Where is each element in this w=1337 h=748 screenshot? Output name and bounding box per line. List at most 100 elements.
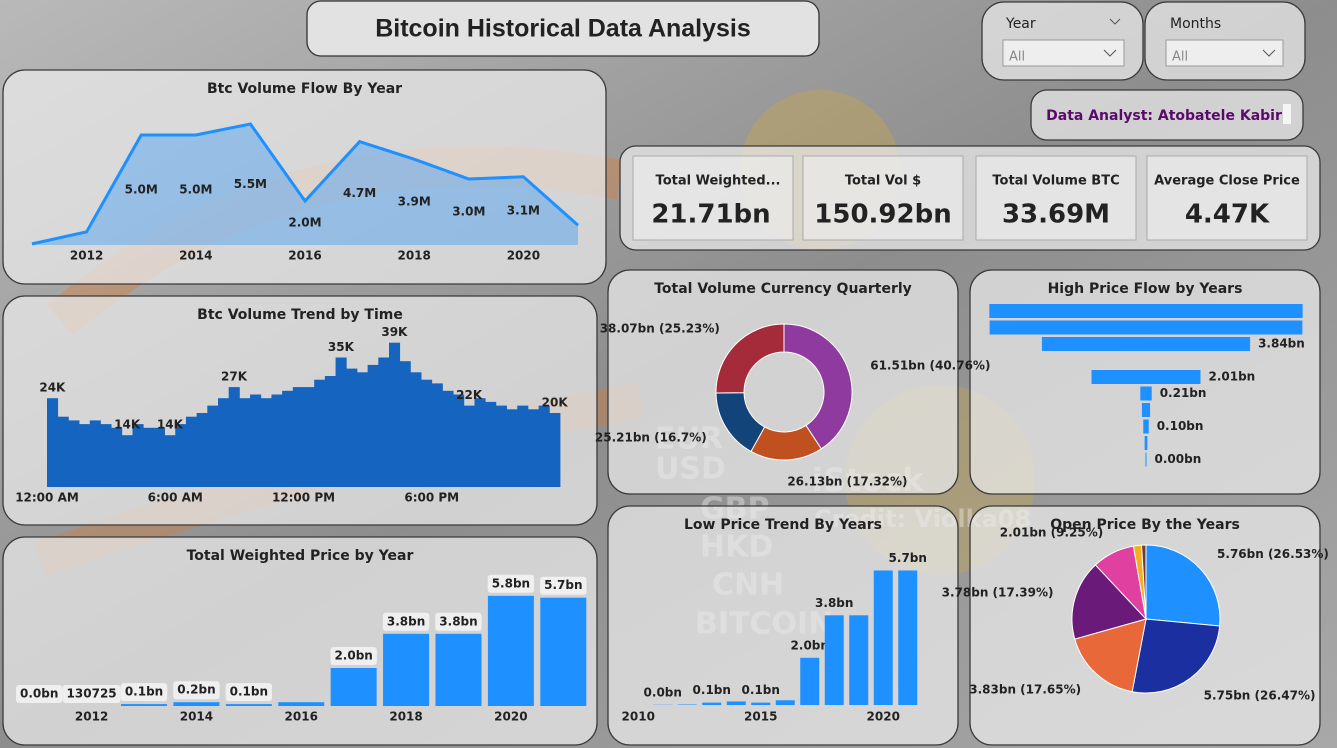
label-box xyxy=(62,684,121,703)
data-label: 2.0bn xyxy=(334,649,372,663)
kpi-card xyxy=(1146,155,1308,241)
data-label: 14K xyxy=(157,418,184,432)
data-label: 5.8bn xyxy=(492,576,530,590)
data-label: 3.8bn xyxy=(439,614,477,628)
bar xyxy=(143,427,155,487)
bar xyxy=(278,702,325,706)
bar xyxy=(1143,419,1149,434)
x-tick-label: 6:00 PM xyxy=(404,491,459,505)
panel xyxy=(2,69,607,285)
chevron xyxy=(1262,49,1276,57)
data-label: 3.8bn xyxy=(387,614,425,628)
data-label: 0.10bn xyxy=(1157,419,1204,433)
bar xyxy=(989,320,1303,335)
area-fill xyxy=(32,124,578,245)
x-tick-label: 2014 xyxy=(179,249,212,263)
bar xyxy=(431,383,443,487)
analyst-box xyxy=(1030,89,1304,141)
bar xyxy=(517,405,529,487)
data-label: 0.0bn xyxy=(20,687,58,701)
bar xyxy=(196,413,208,487)
bar xyxy=(383,633,430,706)
bar xyxy=(410,372,422,487)
label-box xyxy=(435,612,482,631)
dropdown[interactable] xyxy=(1165,39,1284,67)
bar xyxy=(702,702,722,705)
kpi-label: Total Volume BTC xyxy=(992,174,1119,189)
bar xyxy=(824,615,844,705)
bar xyxy=(1145,452,1147,467)
bar xyxy=(314,379,326,487)
x-tick-label: 6:00 AM xyxy=(148,491,203,505)
bar xyxy=(1140,386,1152,401)
bar xyxy=(100,424,112,487)
data-label: 25.21bn (16.7%) xyxy=(595,431,707,445)
chart-title: Btc Volume Flow By Year xyxy=(207,81,402,97)
scroll-handle xyxy=(1283,104,1291,124)
bar xyxy=(399,361,411,487)
bar xyxy=(1141,403,1151,417)
bar xyxy=(538,405,550,487)
data-label: 39K xyxy=(381,325,408,339)
dropdown[interactable] xyxy=(1002,39,1125,67)
x-tick-label: 2014 xyxy=(180,710,213,724)
bar xyxy=(153,427,165,487)
label-box xyxy=(120,683,168,702)
x-tick-label: 12:00 PM xyxy=(272,491,335,505)
slicer-label: Year xyxy=(1005,16,1036,32)
bar xyxy=(527,409,540,487)
bar xyxy=(421,379,433,487)
data-label: 0.2bn xyxy=(177,683,215,697)
bar xyxy=(898,570,918,705)
x-tick-label: 2018 xyxy=(397,249,430,263)
x-tick-label: 2016 xyxy=(288,249,321,263)
data-label: 0.0bn xyxy=(644,685,682,699)
data-label: 5.75bn (26.47%) xyxy=(1204,688,1316,702)
slice xyxy=(715,323,785,394)
bar xyxy=(292,387,304,487)
bar xyxy=(389,342,401,487)
bar xyxy=(207,405,219,487)
x-tick-label: 2012 xyxy=(75,710,108,724)
chart-title: High Price Flow by Years xyxy=(1048,281,1243,297)
slice xyxy=(1140,544,1147,620)
bar xyxy=(346,368,358,487)
kpi-value: 33.69M xyxy=(1002,200,1110,230)
bar xyxy=(800,657,820,705)
data-label: 5.0M xyxy=(125,183,158,197)
data-label: 0.00bn xyxy=(1155,452,1202,466)
data-label: 2.01bn xyxy=(1208,370,1255,384)
bar xyxy=(132,424,144,487)
data-label: 26.13bn (17.32%) xyxy=(787,474,907,488)
bar xyxy=(356,372,369,487)
label-box xyxy=(225,683,273,702)
slice xyxy=(1145,544,1221,627)
chart-title: Open Price By the Years xyxy=(1050,517,1240,533)
kpi-value: 4.47K xyxy=(1185,200,1270,230)
chart-title: Total Volume Currency Quarterly xyxy=(654,281,912,297)
data-label: 27K xyxy=(221,370,248,384)
slice xyxy=(1131,618,1221,694)
bar xyxy=(121,435,133,487)
label-box xyxy=(330,647,377,665)
slice xyxy=(1071,564,1147,640)
x-tick-label: 2018 xyxy=(389,710,422,724)
bar xyxy=(79,424,91,487)
chart-title: Low Price Trend By Years xyxy=(684,517,882,533)
bar xyxy=(540,597,587,706)
bar xyxy=(506,409,518,487)
data-label: 38.07bn (25.23%) xyxy=(600,321,720,335)
page-title: Bitcoin Historical Data Analysis xyxy=(375,15,751,43)
bar xyxy=(549,413,561,487)
x-tick-label: 2020 xyxy=(507,249,540,263)
bar xyxy=(68,420,80,487)
bar xyxy=(1144,436,1148,450)
bar xyxy=(173,702,220,706)
bar xyxy=(487,595,534,706)
slice xyxy=(1074,618,1147,693)
title-box xyxy=(306,0,820,57)
data-label: 2.01bn (9.25%) xyxy=(1000,526,1104,540)
bar xyxy=(175,424,187,487)
bar xyxy=(47,398,59,487)
